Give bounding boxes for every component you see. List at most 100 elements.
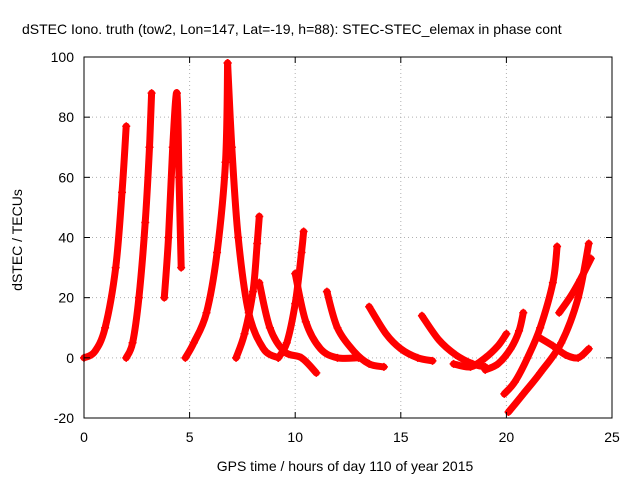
data-point	[510, 377, 519, 386]
data-point	[493, 359, 502, 368]
data-point	[134, 293, 143, 302]
data-point	[177, 263, 186, 272]
y-tick-label: 0	[66, 350, 74, 366]
data-point	[333, 353, 342, 362]
data-point	[515, 326, 524, 335]
x-tick-label: 5	[186, 429, 194, 445]
series-arc-9	[291, 269, 363, 362]
data-point	[145, 143, 154, 152]
y-tick-label: 20	[58, 290, 74, 306]
series-line	[505, 240, 593, 416]
data-point	[141, 218, 150, 227]
data-point	[101, 323, 110, 332]
series-arc-5	[223, 59, 283, 362]
y-tick-label: -20	[54, 410, 74, 426]
data-point	[111, 263, 120, 272]
data-point	[122, 122, 131, 131]
series-arc-18	[555, 254, 595, 317]
data-point	[312, 368, 321, 377]
data-point	[128, 338, 137, 347]
x-tick-label: 25	[604, 429, 620, 445]
data-point	[561, 350, 570, 359]
data-point	[255, 278, 264, 287]
series-arc-11	[365, 302, 437, 365]
data-point	[481, 353, 490, 362]
data-point	[168, 143, 177, 152]
data-point	[227, 143, 236, 152]
chart-title: dSTEC Iono. truth (tow2, Lon=147, Lat=-1…	[22, 21, 562, 37]
data-point	[574, 293, 583, 302]
y-tick-label: 40	[58, 230, 74, 246]
series-line	[555, 255, 595, 317]
data-point	[189, 338, 198, 347]
y-axis-label: dSTEC / TECUs	[9, 189, 25, 291]
data-point	[118, 188, 127, 197]
data-point	[213, 248, 222, 257]
data-point	[555, 308, 564, 317]
x-tick-label: 15	[393, 429, 409, 445]
data-point	[576, 275, 585, 284]
data-point	[181, 353, 190, 362]
data-point	[553, 242, 562, 251]
series-arc-14	[481, 308, 528, 374]
data-point	[584, 239, 593, 248]
data-point	[379, 362, 388, 371]
series-arc-2	[122, 89, 156, 362]
series-arc-6	[232, 212, 264, 362]
series-arc-1	[80, 122, 131, 362]
data-point	[504, 407, 513, 416]
data-point	[365, 359, 374, 368]
data-point	[90, 347, 99, 356]
data-point	[221, 158, 230, 167]
data-point	[481, 365, 490, 374]
data-point	[274, 353, 283, 362]
data-point	[265, 323, 274, 332]
data-point	[316, 344, 325, 353]
series-arc-13	[449, 329, 511, 371]
data-point	[493, 341, 502, 350]
data-point	[523, 353, 532, 362]
x-tick-label: 20	[499, 429, 515, 445]
data-point	[548, 341, 557, 350]
data-point	[557, 338, 566, 347]
data-point	[202, 308, 211, 317]
y-tick-label: 60	[58, 169, 74, 185]
data-point	[255, 212, 264, 221]
x-tick-label: 10	[287, 429, 303, 445]
series-line	[500, 243, 561, 398]
data-point	[506, 344, 515, 353]
data-point	[122, 353, 131, 362]
data-point	[574, 353, 583, 362]
series-arc-8	[274, 227, 308, 362]
data-point	[333, 323, 342, 332]
data-point	[536, 368, 545, 377]
data-point	[259, 344, 268, 353]
x-tick-label: 0	[80, 429, 88, 445]
data-point	[519, 308, 528, 317]
data-point	[160, 293, 169, 302]
series-arc-4	[181, 59, 232, 362]
data-point	[584, 344, 593, 353]
data-point	[534, 332, 543, 341]
data-point	[466, 362, 475, 371]
data-point	[172, 89, 181, 98]
data-point	[232, 353, 241, 362]
data-point	[502, 329, 511, 338]
data-point	[428, 356, 437, 365]
series-arc-3	[160, 89, 186, 302]
series-arc-10	[322, 287, 388, 371]
data-point	[451, 350, 460, 359]
data-point	[253, 239, 262, 248]
data-point	[291, 269, 300, 278]
data-point	[586, 254, 595, 263]
data-point	[223, 59, 232, 68]
data-point	[396, 344, 405, 353]
series-arc-16	[504, 239, 593, 416]
data-point	[297, 353, 306, 362]
data-point	[322, 287, 331, 296]
data-point	[164, 233, 173, 242]
series-group	[80, 59, 595, 416]
data-point	[500, 389, 509, 398]
